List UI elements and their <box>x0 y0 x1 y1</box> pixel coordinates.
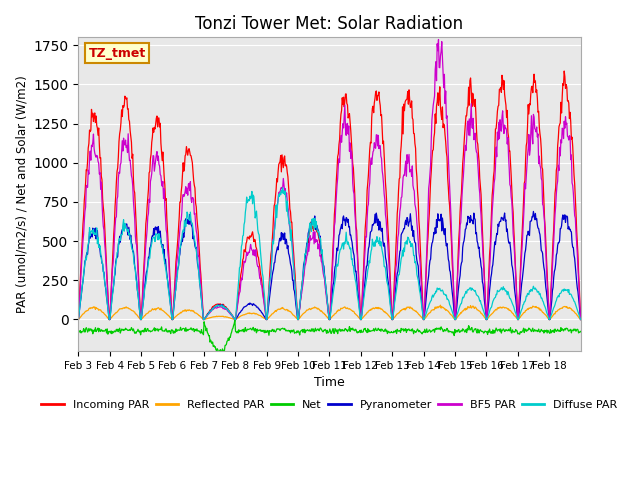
Title: Tonzi Tower Met: Solar Radiation: Tonzi Tower Met: Solar Radiation <box>195 15 463 33</box>
Text: TZ_tmet: TZ_tmet <box>88 47 146 60</box>
X-axis label: Time: Time <box>314 376 345 389</box>
Y-axis label: PAR (umol/m2/s) / Net and Solar (W/m2): PAR (umol/m2/s) / Net and Solar (W/m2) <box>15 75 28 313</box>
Legend: Incoming PAR, Reflected PAR, Net, Pyranometer, BF5 PAR, Diffuse PAR: Incoming PAR, Reflected PAR, Net, Pyrano… <box>37 396 622 414</box>
